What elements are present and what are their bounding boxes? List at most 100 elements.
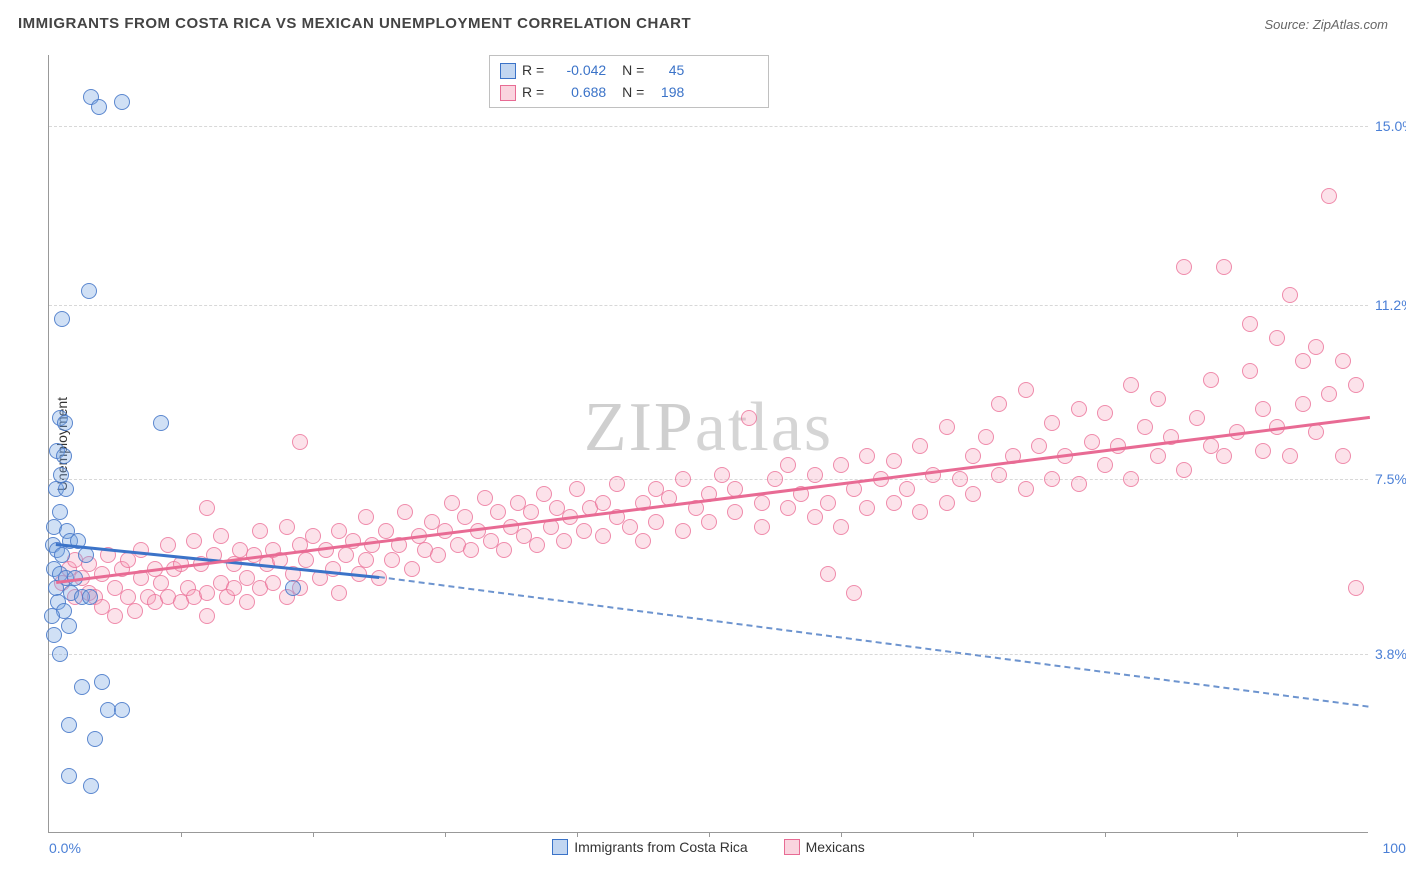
data-point bbox=[133, 542, 149, 558]
r-label: R = bbox=[522, 60, 544, 82]
data-point bbox=[57, 415, 73, 431]
data-point bbox=[912, 438, 928, 454]
data-point bbox=[444, 495, 460, 511]
data-point bbox=[1308, 424, 1324, 440]
data-point bbox=[1044, 471, 1060, 487]
data-point bbox=[595, 528, 611, 544]
data-point bbox=[1123, 471, 1139, 487]
data-point bbox=[965, 448, 981, 464]
x-tick-mark bbox=[1237, 832, 1238, 837]
data-point bbox=[114, 94, 130, 110]
data-point bbox=[635, 533, 651, 549]
data-point bbox=[1269, 330, 1285, 346]
swatch-pink-icon bbox=[784, 839, 800, 855]
x-tick-mark bbox=[973, 832, 974, 837]
data-point bbox=[61, 717, 77, 733]
legend-label-blue: Immigrants from Costa Rica bbox=[574, 839, 747, 855]
swatch-pink-icon bbox=[500, 85, 516, 101]
data-point bbox=[477, 490, 493, 506]
x-tick-mark bbox=[181, 832, 182, 837]
data-point bbox=[1176, 462, 1192, 478]
data-point bbox=[1018, 481, 1034, 497]
data-point bbox=[1308, 339, 1324, 355]
data-point bbox=[1282, 287, 1298, 303]
n-value-pink: 198 bbox=[650, 82, 684, 104]
data-point bbox=[496, 542, 512, 558]
data-point bbox=[87, 731, 103, 747]
data-point bbox=[285, 580, 301, 596]
data-point bbox=[83, 778, 99, 794]
data-point bbox=[81, 283, 97, 299]
legend-stats-row-blue: R = -0.042 N = 45 bbox=[500, 60, 758, 82]
data-point bbox=[463, 542, 479, 558]
data-point bbox=[1189, 410, 1205, 426]
data-point bbox=[74, 679, 90, 695]
data-point bbox=[714, 467, 730, 483]
legend-stats-row-pink: R = 0.688 N = 198 bbox=[500, 82, 758, 104]
legend-label-pink: Mexicans bbox=[806, 839, 865, 855]
swatch-blue-icon bbox=[500, 63, 516, 79]
data-point bbox=[430, 547, 446, 563]
data-point bbox=[529, 537, 545, 553]
data-point bbox=[338, 547, 354, 563]
data-point bbox=[252, 523, 268, 539]
data-point bbox=[44, 608, 60, 624]
data-point bbox=[1348, 580, 1364, 596]
data-point bbox=[298, 552, 314, 568]
data-point bbox=[1123, 377, 1139, 393]
gridline bbox=[49, 126, 1368, 127]
data-point bbox=[754, 519, 770, 535]
data-point bbox=[153, 415, 169, 431]
data-point bbox=[127, 603, 143, 619]
data-point bbox=[859, 500, 875, 516]
trend-line bbox=[56, 416, 1370, 584]
data-point bbox=[833, 457, 849, 473]
x-tick-mark bbox=[313, 832, 314, 837]
legend-item-pink: Mexicans bbox=[784, 839, 865, 855]
y-tick-label: 15.0% bbox=[1375, 118, 1406, 134]
gridline bbox=[49, 305, 1368, 306]
y-tick-label: 7.5% bbox=[1375, 471, 1406, 487]
r-value-pink: 0.688 bbox=[550, 82, 606, 104]
data-point bbox=[886, 495, 902, 511]
x-tick-mark bbox=[1105, 832, 1106, 837]
data-point bbox=[569, 481, 585, 497]
x-tick-mark bbox=[841, 832, 842, 837]
data-point bbox=[58, 481, 74, 497]
data-point bbox=[292, 434, 308, 450]
data-point bbox=[94, 674, 110, 690]
y-tick-label: 11.2% bbox=[1375, 297, 1406, 313]
data-point bbox=[952, 471, 968, 487]
data-point bbox=[1295, 353, 1311, 369]
data-point bbox=[780, 457, 796, 473]
data-point bbox=[556, 533, 572, 549]
data-point bbox=[1071, 401, 1087, 417]
data-point bbox=[1150, 448, 1166, 464]
data-point bbox=[1321, 386, 1337, 402]
data-point bbox=[1097, 405, 1113, 421]
chart-title: IMMIGRANTS FROM COSTA RICA VS MEXICAN UN… bbox=[18, 15, 691, 32]
data-point bbox=[114, 702, 130, 718]
data-point bbox=[741, 410, 757, 426]
data-point bbox=[1216, 259, 1232, 275]
x-tick-label: 100.0% bbox=[1383, 840, 1406, 856]
data-point bbox=[1176, 259, 1192, 275]
data-point bbox=[727, 504, 743, 520]
data-point bbox=[56, 448, 72, 464]
data-point bbox=[536, 486, 552, 502]
data-point bbox=[397, 504, 413, 520]
gridline bbox=[49, 479, 1368, 480]
data-point bbox=[846, 585, 862, 601]
data-point bbox=[1255, 401, 1271, 417]
data-point bbox=[859, 448, 875, 464]
y-tick-label: 3.8% bbox=[1375, 646, 1406, 662]
data-point bbox=[358, 552, 374, 568]
trend-line bbox=[379, 576, 1369, 708]
data-point bbox=[965, 486, 981, 502]
data-point bbox=[54, 311, 70, 327]
data-point bbox=[1097, 457, 1113, 473]
data-point bbox=[331, 585, 347, 601]
data-point bbox=[1203, 372, 1219, 388]
data-point bbox=[160, 537, 176, 553]
data-point bbox=[978, 429, 994, 445]
